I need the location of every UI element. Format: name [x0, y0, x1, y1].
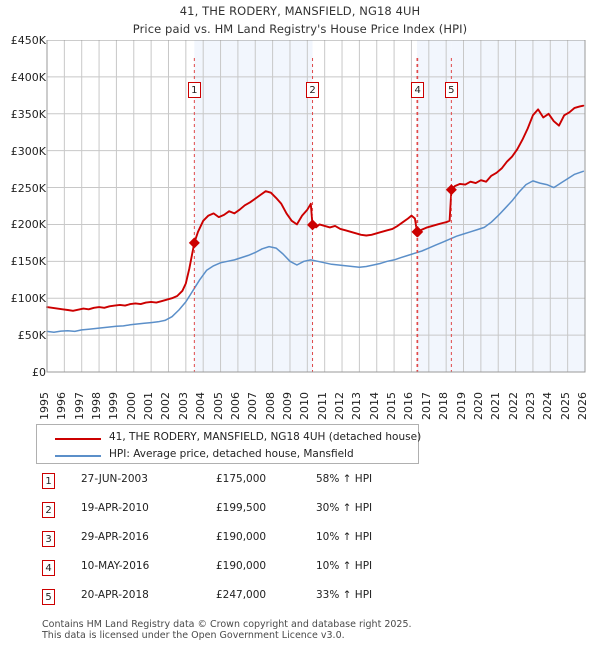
page-subtitle: Price paid vs. HM Land Registry's House …	[132, 22, 468, 36]
x-tick-2002: 2002	[159, 392, 173, 420]
x-tick-2021: 2021	[489, 392, 503, 420]
legend-label-0: 41, THE RODERY, MANSFIELD, NG18 4UH (det…	[109, 431, 422, 443]
row-index-badge: 1	[42, 473, 55, 489]
row-date: 19-APR-2010	[81, 502, 149, 514]
table-row[interactable]: 1 27-JUN-2003 £175,000 58% ↑ HPI	[36, 470, 456, 499]
legend-item-0: 41, THE RODERY, MANSFIELD, NG18 4UH (det…	[37, 429, 422, 447]
x-tick-2017: 2017	[419, 392, 433, 420]
chart-marker-box-4[interactable]: 4	[411, 82, 425, 98]
y-axis-labels: £0 £50K £100K £150K £200K £250K £300K £350K £400…	[0, 34, 46, 379]
x-tick-2022: 2022	[506, 392, 520, 420]
x-tick-2003: 2003	[176, 392, 190, 420]
chart-marker-box-2[interactable]: 2	[306, 82, 320, 98]
legend-item-1: HPI: Average price, detached house, Mans…	[37, 446, 418, 464]
table-row[interactable]: 4 10-MAY-2016 £190,000 10% ↑ HPI	[36, 557, 456, 586]
x-tick-2010: 2010	[298, 392, 312, 420]
row-hpi-delta: 30% ↑ HPI	[316, 502, 373, 514]
row-index-badge: 4	[42, 560, 55, 576]
x-tick-1998: 1998	[90, 392, 104, 420]
x-tick-1997: 1997	[72, 392, 86, 420]
y-tick-400K: £400K	[10, 70, 46, 84]
chart-marker-box-5[interactable]: 5	[444, 82, 458, 98]
x-axis-labels: 1995 1996 1997 1998 1999 2000 2001 2002 2003 2004…	[0, 374, 600, 420]
footer-line-1: Contains HM Land Registry data © Crown c…	[42, 619, 412, 630]
x-tick-2013: 2013	[350, 392, 364, 420]
row-date: 29-APR-2016	[81, 531, 149, 543]
table-row[interactable]: 3 29-APR-2016 £190,000 10% ↑ HPI	[36, 528, 456, 557]
y-tick-250K: £250K	[10, 181, 46, 195]
x-tick-2005: 2005	[211, 392, 225, 420]
sale-marker-5[interactable]	[445, 184, 457, 196]
x-tick-2019: 2019	[454, 392, 468, 420]
y-tick-200K: £200K	[10, 218, 46, 232]
x-tick-2026: 2026	[576, 392, 589, 420]
row-index-badge: 3	[42, 531, 55, 547]
y-tick-0: £0	[32, 366, 46, 379]
plot-border	[46, 40, 586, 373]
legend-label-1: HPI: Average price, detached house, Mans…	[109, 448, 354, 460]
x-tick-2001: 2001	[142, 392, 156, 420]
footer-attribution: Contains HM Land Registry data © Crown c…	[42, 619, 582, 641]
y-tick-100K: £100K	[10, 292, 46, 306]
y-tick-450K: £450K	[10, 34, 46, 47]
x-tick-2007: 2007	[246, 392, 260, 420]
row-price: £199,500	[216, 502, 267, 514]
y-tick-300K: £300K	[10, 144, 46, 158]
sale-marker-2[interactable]	[307, 219, 319, 231]
x-tick-1995: 1995	[38, 392, 51, 420]
x-tick-2011: 2011	[315, 392, 329, 420]
x-tick-1996: 1996	[55, 392, 69, 420]
row-price: £175,000	[216, 473, 267, 485]
table-row[interactable]: 2 19-APR-2010 £199,500 30% ↑ HPI	[36, 499, 456, 528]
legend-swatch-0	[55, 438, 101, 440]
y-tick-150K: £150K	[10, 255, 46, 269]
y-tick-350K: £350K	[10, 107, 46, 121]
row-price: £247,000	[216, 589, 267, 601]
y-tick-50K: £50K	[17, 329, 46, 343]
chart-plot	[46, 40, 586, 373]
x-tick-2025: 2025	[558, 392, 572, 420]
x-tick-2000: 2000	[124, 392, 138, 420]
x-tick-2004: 2004	[194, 392, 208, 420]
row-price: £190,000	[216, 560, 267, 572]
x-tick-2018: 2018	[437, 392, 451, 420]
row-date: 10-MAY-2016	[81, 560, 150, 572]
price-history-chart	[0, 40, 600, 375]
table-row[interactable]: 5 20-APR-2018 £247,000 33% ↑ HPI	[36, 586, 456, 615]
x-tick-1999: 1999	[107, 392, 121, 420]
page-title: 41, THE RODERY, MANSFIELD, NG18 4UH	[179, 4, 421, 18]
row-hpi-delta: 10% ↑ HPI	[316, 560, 373, 572]
series-price-paid	[46, 104, 585, 312]
x-tick-2012: 2012	[333, 392, 347, 420]
x-tick-2015: 2015	[385, 392, 399, 420]
series-hpi	[46, 170, 585, 333]
x-tick-2008: 2008	[263, 392, 277, 420]
row-date: 27-JUN-2003	[81, 473, 148, 485]
row-index-badge: 5	[42, 589, 55, 605]
row-hpi-delta: 33% ↑ HPI	[316, 589, 373, 601]
row-date: 20-APR-2018	[81, 589, 149, 601]
sale-marker-4[interactable]	[412, 226, 424, 238]
row-price: £190,000	[216, 531, 267, 543]
row-hpi-delta: 58% ↑ HPI	[316, 473, 373, 485]
legend-swatch-1	[55, 455, 101, 457]
x-tick-2024: 2024	[541, 392, 555, 420]
shaded-band-0	[194, 40, 313, 372]
row-index-badge: 2	[42, 502, 55, 518]
x-tick-2009: 2009	[280, 392, 294, 420]
footer-line-2: This data is licensed under the Open Gov…	[42, 630, 345, 641]
chart-legend: 41, THE RODERY, MANSFIELD, NG18 4UH (det…	[36, 424, 422, 464]
sale-marker-1[interactable]	[188, 237, 200, 249]
x-tick-2023: 2023	[523, 392, 537, 420]
x-tick-2016: 2016	[402, 392, 416, 420]
x-tick-2020: 2020	[471, 392, 485, 420]
x-tick-2014: 2014	[367, 392, 381, 420]
x-tick-2006: 2006	[228, 392, 242, 420]
row-hpi-delta: 10% ↑ HPI	[316, 531, 373, 543]
chart-marker-box-1[interactable]: 1	[187, 82, 201, 98]
shaded-band-2	[451, 40, 585, 372]
